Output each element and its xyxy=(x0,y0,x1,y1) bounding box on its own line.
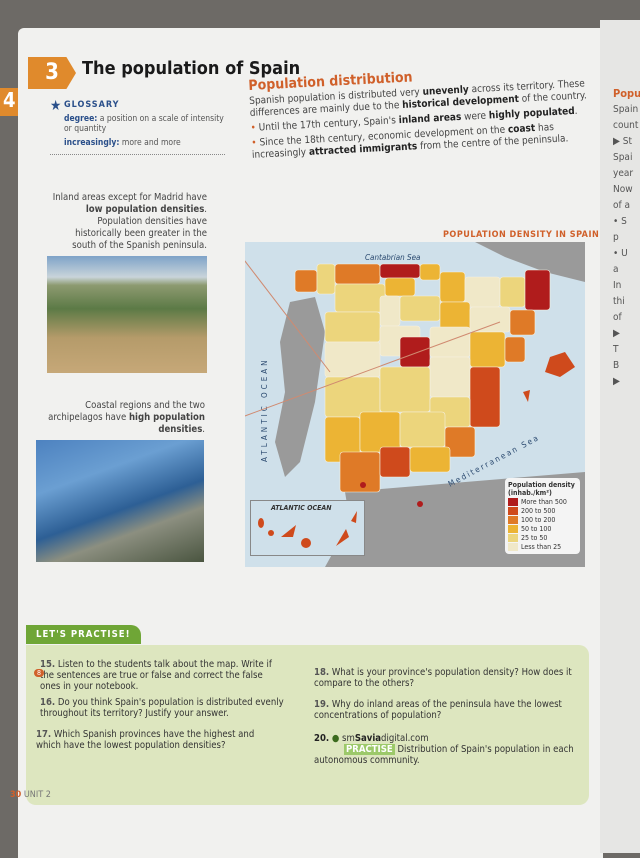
right-page-line: B xyxy=(613,360,620,371)
province xyxy=(504,336,526,363)
province xyxy=(469,366,501,428)
province xyxy=(334,263,381,285)
canary-islands-inset: ATLANTIC OCEAN xyxy=(250,500,365,556)
map-legend: Population density (inhab./km²) More tha… xyxy=(505,478,580,554)
legend-title: Population density (inhab./km²) xyxy=(508,481,575,497)
right-page-line: of xyxy=(613,312,622,323)
province xyxy=(379,263,421,279)
province xyxy=(509,309,536,336)
star-icon: ★ xyxy=(50,98,62,114)
audio-track-icon[interactable]: 8 xyxy=(34,669,45,677)
province xyxy=(324,311,381,343)
province xyxy=(409,446,451,473)
inland-caption: Inland areas except for Madrid have low … xyxy=(52,192,207,251)
province xyxy=(379,446,411,478)
province xyxy=(399,295,441,322)
province xyxy=(469,306,511,333)
cantabrian-label: Cantabrian Sea xyxy=(365,253,420,262)
ibiza xyxy=(523,390,530,402)
province xyxy=(429,356,471,398)
province xyxy=(429,326,471,358)
right-page-line: T xyxy=(613,344,619,355)
glossary-def: more and more xyxy=(121,138,181,148)
ceuta xyxy=(360,482,366,488)
previous-section-tab: 4 xyxy=(0,88,18,116)
province xyxy=(439,271,466,303)
coastal-caption: Coastal regions and the two archipelagos… xyxy=(48,400,205,435)
question-19: 19. Why do inland areas of the peninsula… xyxy=(314,699,562,721)
footer: 30 UNIT 2 xyxy=(10,790,51,800)
province xyxy=(524,269,551,311)
glossary-item: increasingly: more and more xyxy=(64,138,225,148)
glossary-def: a position on a scale of intensity or qu… xyxy=(64,114,224,134)
right-page-line: ▶ xyxy=(613,376,620,387)
lets-practise-box: LET'S PRACTISE! 15. Listen to the studen… xyxy=(26,625,591,805)
province xyxy=(399,411,446,448)
right-page-line: Spain xyxy=(613,104,639,115)
right-page-line: a xyxy=(613,264,619,275)
legend-item: 200 to 500 xyxy=(508,507,577,515)
glossary-term: increasingly: xyxy=(64,138,120,148)
tree-icon: ● xyxy=(331,733,340,744)
province xyxy=(359,411,401,453)
right-page-line: ▶ xyxy=(613,328,620,339)
province xyxy=(324,341,381,378)
question-15: 15. Listen to the students talk about th… xyxy=(40,659,272,692)
right-page-line: • U xyxy=(613,248,628,259)
province xyxy=(419,263,441,281)
legend-item: 50 to 100 xyxy=(508,525,577,533)
legend-item: 25 to 50 xyxy=(508,534,577,542)
france-land xyxy=(475,242,585,282)
legend-item: Less than 25 xyxy=(508,543,577,551)
right-page-line: of a xyxy=(613,200,631,211)
province xyxy=(469,331,506,368)
inland-photo xyxy=(47,256,207,373)
map-title: POPULATION DENSITY IN SPAIN xyxy=(443,230,600,240)
province xyxy=(384,277,416,297)
right-page-line: year xyxy=(613,168,634,179)
province xyxy=(444,426,476,458)
glossary: ★ GLOSSARY degree: a position on a scale… xyxy=(50,98,225,155)
province xyxy=(379,366,431,413)
question-16: 16. Do you think Spain's population is d… xyxy=(40,697,284,719)
right-page-line: • S xyxy=(613,216,627,227)
legend-item: 100 to 200 xyxy=(508,516,577,524)
question-20[interactable]: 20. ● smSaviadigital.com PRACTISE Distrib… xyxy=(314,733,574,766)
practise-heading: LET'S PRACTISE! xyxy=(26,625,141,644)
right-page-fragment: Popu Spain count ▶ St Spai year Now of a • S p • U… xyxy=(600,20,640,853)
province xyxy=(499,276,526,308)
province xyxy=(339,451,381,493)
page-title: The population of Spain xyxy=(82,58,301,79)
right-page-line: thi xyxy=(613,296,625,307)
province xyxy=(316,263,336,295)
atlantic-label: ATLANTIC OCEAN xyxy=(260,357,269,462)
right-page-line: In xyxy=(613,280,622,291)
question-18: 18. What is your province's population d… xyxy=(314,667,572,689)
balearic-islands xyxy=(545,352,575,377)
legend-item: More than 500 xyxy=(508,498,577,506)
right-page-line: ▶ St xyxy=(613,136,633,147)
glossary-item: degree: a position on a scale of intensi… xyxy=(64,114,225,134)
right-page-line: Popu xyxy=(613,87,640,100)
right-page-line: count xyxy=(613,120,639,131)
right-page-line: Now xyxy=(613,184,633,195)
province xyxy=(379,295,401,327)
right-page-line: p xyxy=(613,232,619,243)
portugal-land xyxy=(275,297,325,477)
inset-label: ATLANTIC OCEAN xyxy=(271,504,332,512)
province xyxy=(334,283,386,313)
section-number: 3 xyxy=(28,57,76,89)
population-distribution: Population distribution Spanish populati… xyxy=(248,60,592,162)
province xyxy=(294,269,318,293)
province xyxy=(464,276,501,308)
question-17: 17. Which Spanish provinces have the hig… xyxy=(36,729,255,751)
glossary-term: degree: xyxy=(64,114,98,124)
glossary-heading: GLOSSARY xyxy=(64,100,120,110)
right-page-line: Spai xyxy=(613,152,633,163)
melilla xyxy=(417,501,423,507)
province xyxy=(399,336,431,368)
coastal-photo xyxy=(36,440,204,562)
